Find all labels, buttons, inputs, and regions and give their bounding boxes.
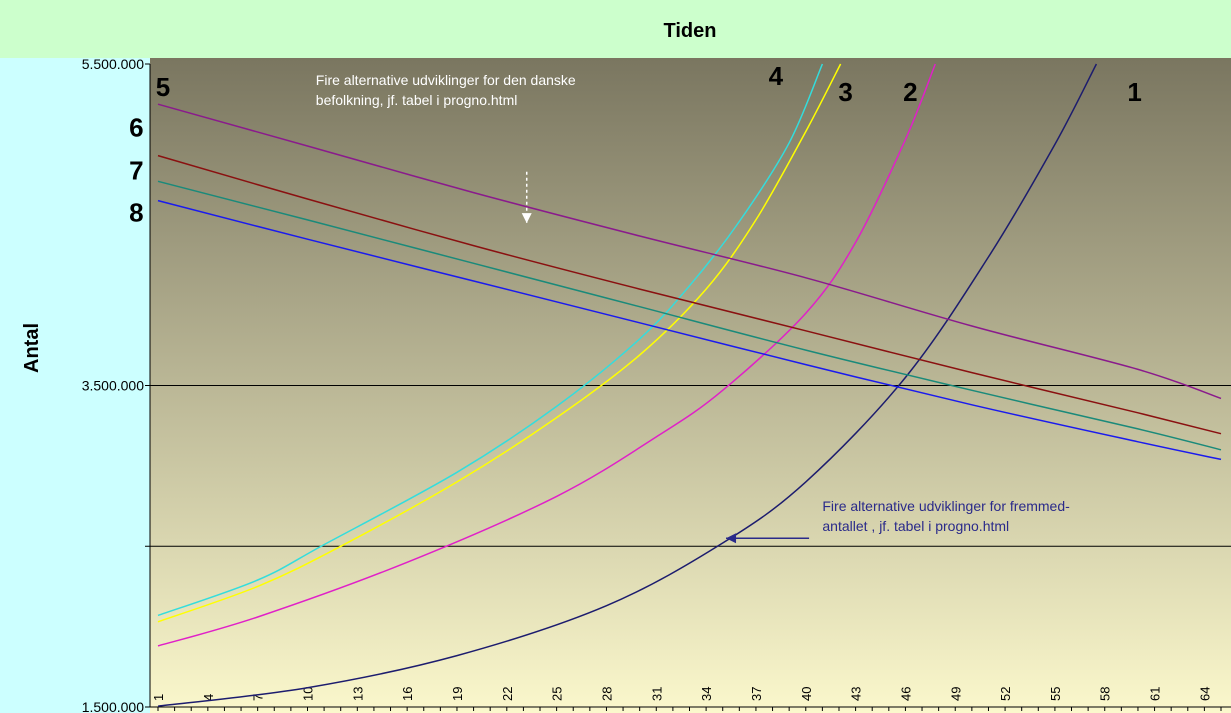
y-tick-label: 3.500.000 bbox=[82, 378, 144, 394]
annotation-1: Fire alternative udviklinger for den dan… bbox=[316, 72, 576, 108]
series-lines bbox=[157, 63, 1222, 707]
series-line-5 bbox=[157, 103, 1222, 400]
x-tick-label: 34 bbox=[699, 687, 714, 701]
x-tick-label: 52 bbox=[998, 687, 1013, 701]
series-label-4: 4 bbox=[769, 61, 784, 91]
x-ticks: 1 4 7 10 13 16 19 22 25 28 31 34 37 40 43 46 49 52 55 58 61 6… bbox=[151, 687, 1222, 711]
series-line-4 bbox=[157, 63, 824, 617]
x-tick-label: 1 bbox=[151, 694, 166, 701]
title-bar bbox=[0, 0, 1231, 58]
y-axis-label: Antal bbox=[21, 323, 43, 373]
series-line-1 bbox=[157, 63, 1098, 707]
x-tick-label: 46 bbox=[898, 687, 913, 701]
arrows bbox=[521, 171, 810, 544]
series-line-3 bbox=[157, 63, 842, 623]
x-tick-label: 31 bbox=[649, 687, 664, 701]
series-label-7: 7 bbox=[129, 156, 143, 186]
series-line-2 bbox=[157, 63, 936, 647]
series-line-6 bbox=[157, 154, 1222, 435]
x-tick-label: 49 bbox=[948, 687, 963, 701]
annotation-line: Fire alternative udviklinger for den dan… bbox=[316, 72, 576, 88]
x-tick-label: 61 bbox=[1148, 687, 1163, 701]
x-tick-label: 55 bbox=[1048, 687, 1063, 701]
x-tick-label: 16 bbox=[400, 687, 415, 701]
y-ticks: 5.500.000 3.500.000 1.500.000 bbox=[82, 56, 150, 713]
series-label-3: 3 bbox=[838, 77, 852, 107]
annotation-line: befolkning, jf. tabel i progno.html bbox=[316, 92, 518, 108]
x-tick-label: 7 bbox=[251, 694, 266, 701]
x-tick-label: 37 bbox=[749, 687, 764, 701]
series-label-1: 1 bbox=[1127, 77, 1141, 107]
series-label-2: 2 bbox=[903, 77, 917, 107]
x-tick-label: 64 bbox=[1197, 687, 1212, 701]
x-tick-label: 19 bbox=[450, 687, 465, 701]
series-label-8: 8 bbox=[129, 198, 143, 228]
annotations: Fire alternative udviklinger for den dan… bbox=[316, 72, 1070, 534]
x-tick-label: 22 bbox=[500, 687, 515, 701]
x-tick-label: 4 bbox=[201, 694, 216, 701]
chart-title: Tiden bbox=[664, 20, 717, 42]
series-label-6: 6 bbox=[129, 112, 143, 142]
series-label-5: 5 bbox=[156, 72, 170, 102]
x-tick-label: 40 bbox=[799, 687, 814, 701]
x-tick-label: 28 bbox=[599, 687, 614, 701]
arrow-head-left bbox=[726, 533, 737, 544]
y-tick-label: 5.500.000 bbox=[82, 56, 144, 72]
x-tick-label: 43 bbox=[849, 687, 864, 701]
annotation-line: antallet , jf. tabel i progno.html bbox=[822, 518, 1009, 534]
series-line-8 bbox=[157, 199, 1222, 461]
arrow-head-down bbox=[521, 213, 532, 224]
x-tick-label: 25 bbox=[550, 687, 565, 701]
annotation-2: Fire alternative udviklinger for fremmed… bbox=[822, 498, 1070, 534]
annotation-line: Fire alternative udviklinger for fremmed… bbox=[822, 498, 1070, 514]
gridlines bbox=[150, 385, 1231, 547]
left-panel bbox=[0, 58, 150, 713]
y-tick-label: 1.500.000 bbox=[82, 699, 144, 713]
x-tick-label: 13 bbox=[350, 687, 365, 701]
x-tick-label: 10 bbox=[300, 687, 315, 701]
x-tick-label: 58 bbox=[1098, 687, 1113, 701]
series-labels: 56 7 8 4 3 2 1 bbox=[129, 61, 1142, 228]
series-line-7 bbox=[157, 180, 1222, 451]
